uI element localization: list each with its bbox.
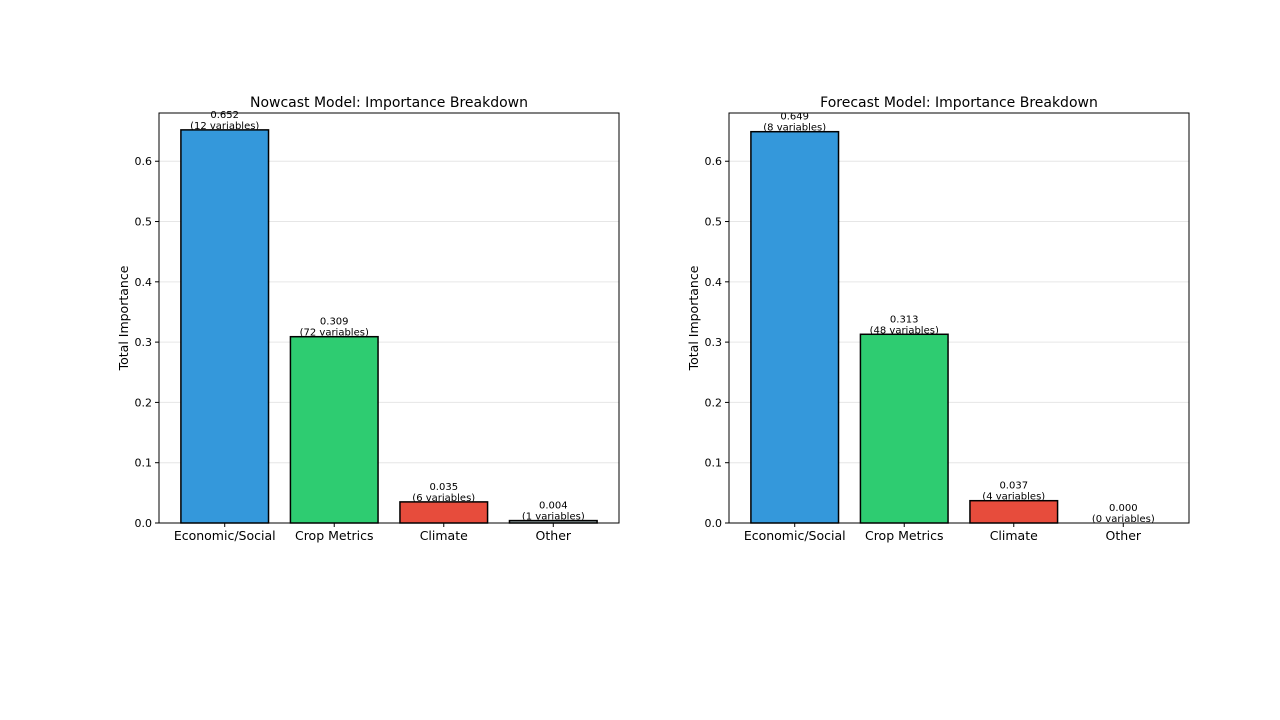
bar-value-label: 0.649	[780, 112, 809, 123]
y-tick-label: 0.4	[705, 276, 723, 289]
y-ticks: 0.0 0.1 0.2 0.3 0.4 0.5 0.6	[705, 155, 729, 530]
bar-count-label: (6 variables)	[412, 493, 475, 504]
y-tick-label: 0.2	[705, 396, 723, 409]
bar-value-label: 0.035	[429, 482, 458, 493]
x-ticks: Economic/Social Crop Metrics Climate Other	[174, 523, 572, 543]
bar	[969, 499, 1059, 524]
nowcast-chart: Nowcast Model: Importance Breakdown Tota…	[116, 95, 620, 543]
bar	[399, 501, 489, 524]
bar-value-label: 0.037	[999, 481, 1028, 492]
y-ticks: 0.0 0.1 0.2 0.3 0.4 0.5 0.6	[135, 155, 159, 530]
bar-count-label: (12 variables)	[190, 121, 259, 132]
x-tick-label: Climate	[990, 528, 1038, 543]
y-tick-label: 0.1	[705, 457, 723, 470]
x-tick-label: Other	[536, 528, 572, 543]
y-tick-label: 0.2	[135, 396, 153, 409]
bar	[750, 130, 840, 524]
bar	[289, 335, 379, 524]
y-tick-label: 0.5	[705, 216, 723, 229]
plot-frame	[158, 112, 620, 524]
bar	[859, 333, 949, 524]
forecast-chart: Forecast Model: Importance Breakdown Tot…	[686, 95, 1190, 543]
x-tick-label: Crop Metrics	[865, 528, 944, 543]
bar-count-label: (0 variables)	[1092, 514, 1155, 525]
y-axis-label: Total Importance	[686, 265, 701, 371]
y-tick-label: 0.4	[135, 276, 153, 289]
bar-value-label: 0.004	[539, 501, 568, 512]
bar-value-label: 0.652	[210, 110, 239, 121]
bar-count-label: (4 variables)	[982, 492, 1045, 503]
bars	[180, 129, 598, 524]
bar-count-label: (72 variables)	[300, 328, 369, 339]
bar	[180, 129, 270, 524]
y-axis-label: Total Importance	[116, 265, 131, 371]
plot-frame	[728, 112, 1190, 524]
x-tick-label: Other	[1106, 528, 1142, 543]
bar-value-label: 0.000	[1109, 503, 1138, 514]
y-tick-label: 0.0	[135, 517, 153, 530]
bar-count-label: (48 variables)	[870, 325, 939, 336]
x-tick-label: Climate	[420, 528, 468, 543]
bar-labels: 0.649(8 variables) 0.313(48 variables) 0.0…	[763, 112, 1155, 525]
chart-title: Nowcast Model: Importance Breakdown	[250, 95, 528, 111]
y-tick-label: 0.0	[705, 517, 723, 530]
x-tick-label: Economic/Social	[744, 528, 846, 543]
y-tick-label: 0.3	[135, 336, 153, 349]
bar-value-label: 0.309	[320, 317, 349, 328]
bar-count-label: (1 variables)	[522, 512, 585, 523]
y-tick-label: 0.3	[705, 336, 723, 349]
x-ticks: Economic/Social Crop Metrics Climate Other	[744, 523, 1142, 543]
y-tick-label: 0.6	[135, 155, 153, 168]
x-tick-label: Crop Metrics	[295, 528, 374, 543]
y-tick-label: 0.1	[135, 457, 153, 470]
chart-title: Forecast Model: Importance Breakdown	[820, 95, 1098, 111]
bar-value-label: 0.313	[890, 314, 919, 325]
bar-labels: 0.652(12 variables) 0.309(72 variables) 0.…	[190, 110, 585, 523]
bar-count-label: (8 variables)	[763, 123, 826, 134]
y-tick-label: 0.6	[705, 155, 723, 168]
bars	[750, 130, 1059, 524]
x-tick-label: Economic/Social	[174, 528, 276, 543]
y-tick-label: 0.5	[135, 216, 153, 229]
